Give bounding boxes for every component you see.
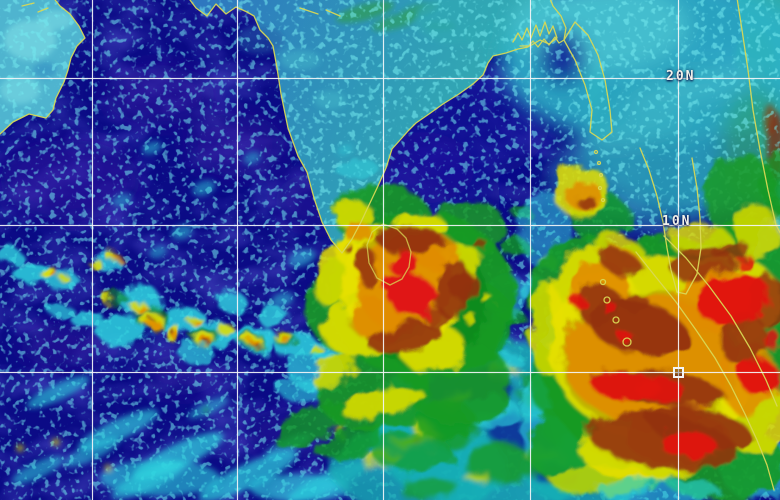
latitude-label-10n: 10N bbox=[662, 214, 692, 229]
latitude-line-20n bbox=[0, 78, 780, 79]
longitude-line-5 bbox=[678, 0, 679, 500]
itcz-convective-band bbox=[0, 248, 348, 364]
tropical-cyclone bbox=[273, 158, 526, 470]
longitude-line-3 bbox=[383, 0, 384, 500]
latitude-line-10n bbox=[0, 225, 780, 226]
latitude-line-equator bbox=[0, 372, 780, 373]
longitude-line-4 bbox=[530, 0, 531, 500]
latitude-label-20n: 20N bbox=[666, 69, 696, 84]
longitude-line-1 bbox=[92, 0, 93, 500]
southern-cloud-wisps bbox=[12, 375, 369, 500]
grid-intersection-marker bbox=[673, 367, 684, 378]
longitude-line-2 bbox=[237, 0, 238, 500]
